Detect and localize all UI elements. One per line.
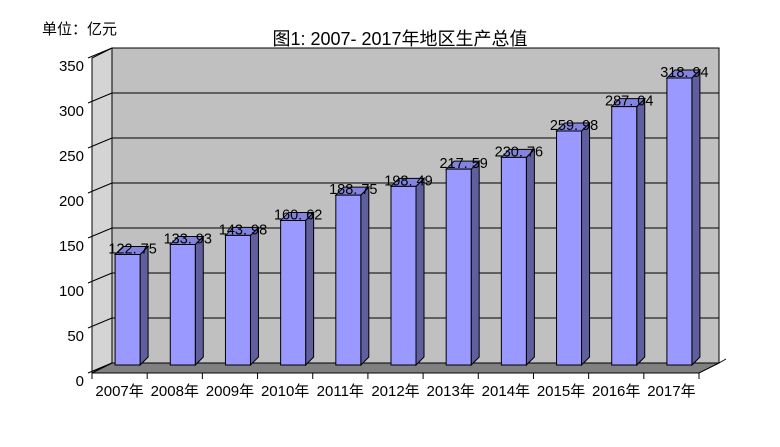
corner-tick [718,358,727,364]
bar-front-face [556,130,583,366]
bar-side-face [249,226,259,367]
unit-label: 单位：亿元 [42,21,118,38]
y-tick-label: 350 [59,58,84,75]
bar-front-face [390,185,417,366]
bar-value-label: 217. 59 [439,156,487,172]
bar-side-face [415,177,425,367]
bar-side-face [470,159,480,367]
category-label: 2013年 [426,383,474,400]
category-label: 2007年 [95,383,143,400]
category-label: 2012年 [371,383,419,400]
bar-value-label: 160. 62 [274,207,322,223]
bar-side-face [194,235,204,367]
y-tick-label: 50 [67,328,84,345]
y-tick-label: 0 [76,373,84,390]
bar-side-face [525,148,535,367]
y-tick-label: 250 [59,148,84,165]
bar-side-face [305,211,315,367]
category-label: 2008年 [151,383,199,400]
bar-value-label: 188. 75 [329,182,377,198]
chart-title: 图1: 2007- 2017年地区生产总值 [272,29,528,49]
y-tick [87,47,113,59]
y-tick-label: 200 [59,193,84,210]
bar-front-face [445,168,472,366]
bar-front-face [169,243,196,366]
category-label: 2017年 [647,383,695,400]
bar-front-face [500,156,527,366]
bar-front-face [335,194,362,366]
bar-value-label: 198. 49 [384,173,432,189]
bar-value-label: 259. 98 [550,118,598,134]
y-tick-label: 100 [59,283,84,300]
bar-front-face [666,77,693,366]
bar-side-face [360,185,370,367]
bar-front-face [224,234,251,366]
bar-front-face [114,254,141,366]
bar-value-label: 143. 98 [219,222,267,238]
bar-value-label: 318. 94 [660,65,708,81]
bar-value-label: 287. 04 [605,94,653,110]
category-label: 2014年 [482,383,530,400]
y-tick-label: 300 [59,103,84,120]
y-tick-label: 150 [59,238,84,255]
bar-side-face [691,68,701,367]
category-label: 2009年 [206,383,254,400]
bar-value-label: 133. 93 [164,231,212,247]
category-label: 2015年 [537,383,585,400]
category-label: 2011年 [317,383,364,400]
bar-value-label: 122. 75 [108,242,156,258]
category-label: 2010年 [261,383,309,400]
bar-side-face [581,121,591,367]
bar-side-face [636,97,646,367]
bar-value-label: 230. 76 [495,144,543,160]
bar-side-face [139,245,149,367]
bar-front-face [280,219,307,366]
bar-front-face [611,106,638,366]
category-label: 2016年 [592,383,640,400]
